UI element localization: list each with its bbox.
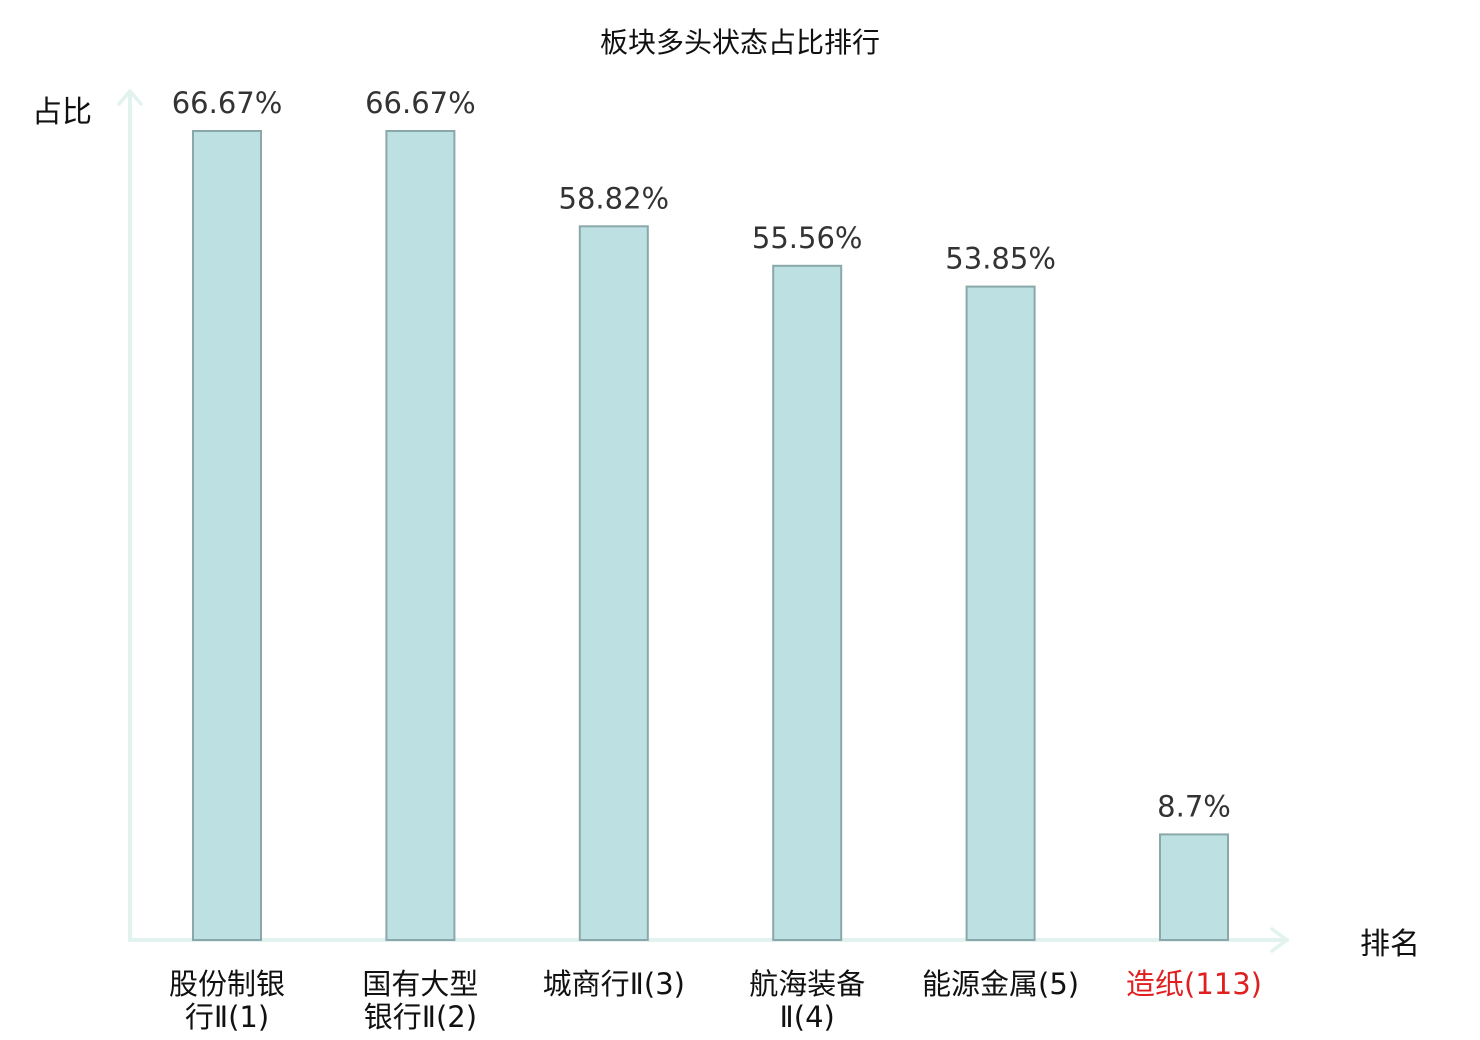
y-axis-label: 占比 (32, 95, 92, 130)
category-tick-label: 股份制银行Ⅱ(1) (169, 967, 285, 1034)
category-tick-label: 能源金属(5) (922, 967, 1079, 1001)
value-labels: 66.67% 66.67% 58.82% 55.56% 53.85% 8.7% (172, 86, 1231, 823)
x-axis-label: 排名 (1360, 927, 1420, 962)
category-tick-label: 城商行Ⅱ(3) (543, 967, 685, 1001)
category-tick-line: 国有大型 (362, 967, 478, 1001)
category-tick-line: 股份制银 (169, 967, 285, 1001)
category-tick-line: 航海装备 (749, 967, 865, 1001)
category-labels: 股份制银行Ⅱ(1) 国有大型银行Ⅱ(2) 城商行Ⅱ(3) 航海装备 Ⅱ(4) 能源金属(5… (169, 967, 1262, 1034)
bars (192, 130, 1229, 942)
axes (117, 89, 1289, 953)
category-tick-label: 国有大型银行Ⅱ(2) (362, 967, 478, 1034)
category-tick-line: 城商行Ⅱ(3) (543, 967, 685, 1001)
category-tick-line: 造纸(113) (1126, 967, 1262, 1001)
bar (1159, 833, 1229, 942)
bar-value-label: 8.7% (1157, 789, 1231, 823)
bar (772, 264, 843, 941)
category-tick-label: 造纸(113) (1126, 967, 1262, 1001)
category-tick-label: 航海装备 Ⅱ(4) (749, 967, 865, 1034)
category-tick-line: 银行Ⅱ(2) (364, 1000, 477, 1034)
bar (965, 285, 1036, 942)
category-tick-line: 能源金属(5) (922, 967, 1079, 1001)
bar-value-label: 66.67% (172, 86, 283, 120)
bar-value-label: 58.82% (559, 181, 670, 215)
x-axis-arrow (1270, 927, 1289, 953)
bar-value-label: 53.85% (945, 242, 1056, 276)
bar-value-label: 55.56% (752, 221, 863, 255)
bar (385, 130, 456, 941)
category-tick-line: 行Ⅱ(1) (185, 1000, 269, 1034)
category-tick-line: Ⅱ(4) (780, 1000, 835, 1034)
chart-title: 板块多头状态占比排行 (600, 26, 880, 59)
bar (192, 130, 262, 941)
y-axis-arrow (117, 89, 143, 106)
bar (578, 225, 649, 942)
bar-value-label: 66.67% (365, 86, 476, 120)
